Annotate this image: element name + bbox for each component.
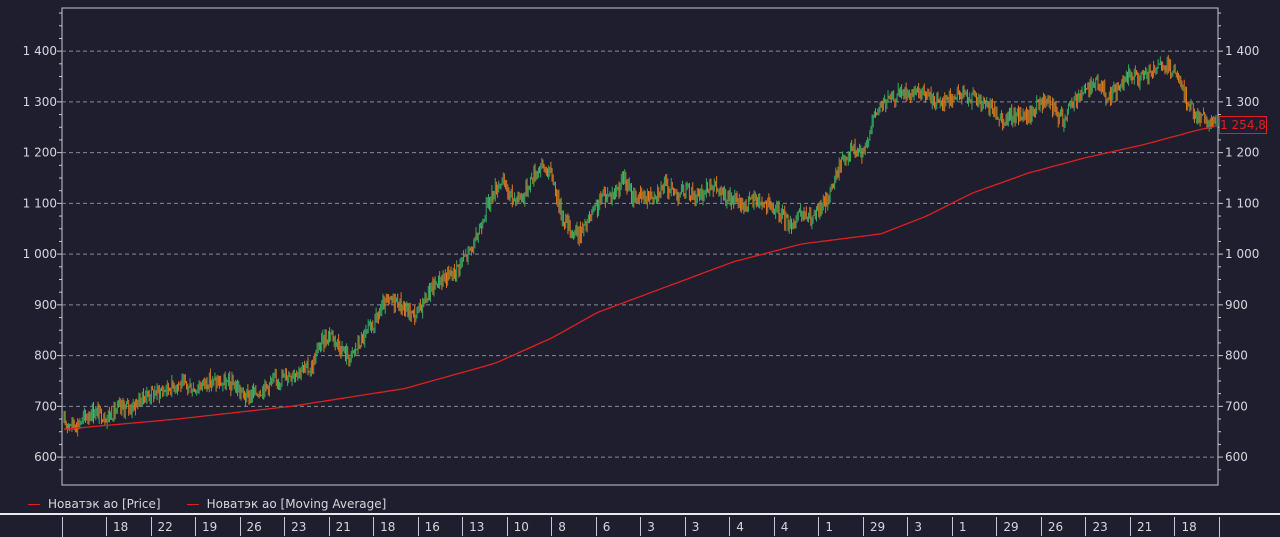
y-tick-label-left: 1 300 (23, 95, 57, 109)
date-axis-label: 10 (506, 517, 552, 536)
y-tick-label-right: 600 (1225, 450, 1248, 464)
y-axis-left: 1 400 1 300 1 200 1 100 1 000 900 800 700 600 (23, 12, 62, 471)
date-axis-label: 13 (462, 517, 507, 536)
y-tick-label-left: 600 (34, 450, 57, 464)
date-axis-label: 26 (1040, 517, 1086, 536)
legend-label-moving-average: Новатэк ао [Moving Average] (206, 497, 387, 511)
date-axis-label: 4 (773, 517, 819, 536)
date-axis-label: 3 (640, 517, 685, 536)
chart-legend: Новатэк ао [Price] Новатэк ао [Moving Av… (28, 496, 386, 512)
y-tick-label-right: 1 100 (1225, 196, 1259, 210)
date-axis-label: 3 (907, 517, 952, 536)
y-tick-label-left: 800 (34, 349, 57, 363)
date-axis-label: 16 (417, 517, 463, 536)
y-tick-label-left: 1 400 (23, 44, 57, 58)
date-axis-label: 26 (239, 517, 285, 536)
y-tick-label-left: 900 (34, 298, 57, 312)
y-tick-label-right: 1 000 (1225, 247, 1259, 261)
y-tick-label-right: 1 300 (1225, 95, 1259, 109)
axis-separator (0, 513, 1280, 515)
date-axis-label: 23 (1085, 517, 1130, 536)
date-axis[interactable]: 18 22 19 26 23 21 18 16 13 10 8 6 3 3 4 4 1 29 3 1 29 26 23 21 1… (62, 517, 1220, 537)
y-tick-label-right: 1 400 (1225, 44, 1259, 58)
date-axis-label: 6 (595, 517, 641, 536)
y-tick-label-right: 900 (1225, 298, 1248, 312)
last-price-tag: 1 254,8 (1219, 115, 1267, 134)
grid-layer (62, 50, 1218, 458)
y-tick-label-right: 1 200 (1225, 146, 1259, 160)
y-tick-label-left: 1 100 (23, 196, 57, 210)
legend-item-moving-average[interactable]: Новатэк ао [Moving Average] (186, 497, 387, 511)
date-axis-label: 3 (684, 517, 730, 536)
date-axis-label: 21 (1129, 517, 1175, 536)
date-axis-label: 29 (862, 517, 908, 536)
date-axis-label: 1 (818, 517, 863, 536)
y-tick-label-right: 800 (1225, 349, 1248, 363)
date-axis-label: 18 (106, 517, 151, 536)
moving-average-line (63, 125, 1216, 430)
date-axis-label: 21 (328, 517, 374, 536)
y-tick-label-right: 700 (1225, 399, 1248, 413)
legend-swatch-price (28, 503, 40, 505)
date-axis-label: 4 (729, 517, 774, 536)
legend-swatch-moving-average (186, 503, 199, 505)
date-axis-label: 1 (951, 517, 997, 536)
y-tick-label-left: 700 (34, 399, 57, 413)
date-axis-label: 18 (373, 517, 418, 536)
legend-item-price[interactable]: Новатэк ао [Price] (28, 497, 161, 511)
date-axis-label: 29 (996, 517, 1041, 536)
plot-area-frame (61, 7, 1219, 486)
date-axis-label: 8 (551, 517, 596, 536)
date-axis-label: 22 (150, 517, 196, 536)
y-tick-label-left: 1 200 (23, 146, 57, 160)
date-axis-label: 19 (195, 517, 240, 536)
y-tick-label-left: 1 000 (23, 247, 57, 261)
y-axis-right: 1 400 1 300 1 200 1 100 1 000 900 800 700 600 (1218, 12, 1259, 471)
legend-label-price: Новатэк ао [Price] (48, 497, 161, 511)
date-axis-label: 23 (284, 517, 329, 536)
moving-average-layer (63, 125, 1216, 430)
date-axis-label: 18 (1174, 517, 1219, 536)
ohlc-bars (63, 55, 1217, 437)
